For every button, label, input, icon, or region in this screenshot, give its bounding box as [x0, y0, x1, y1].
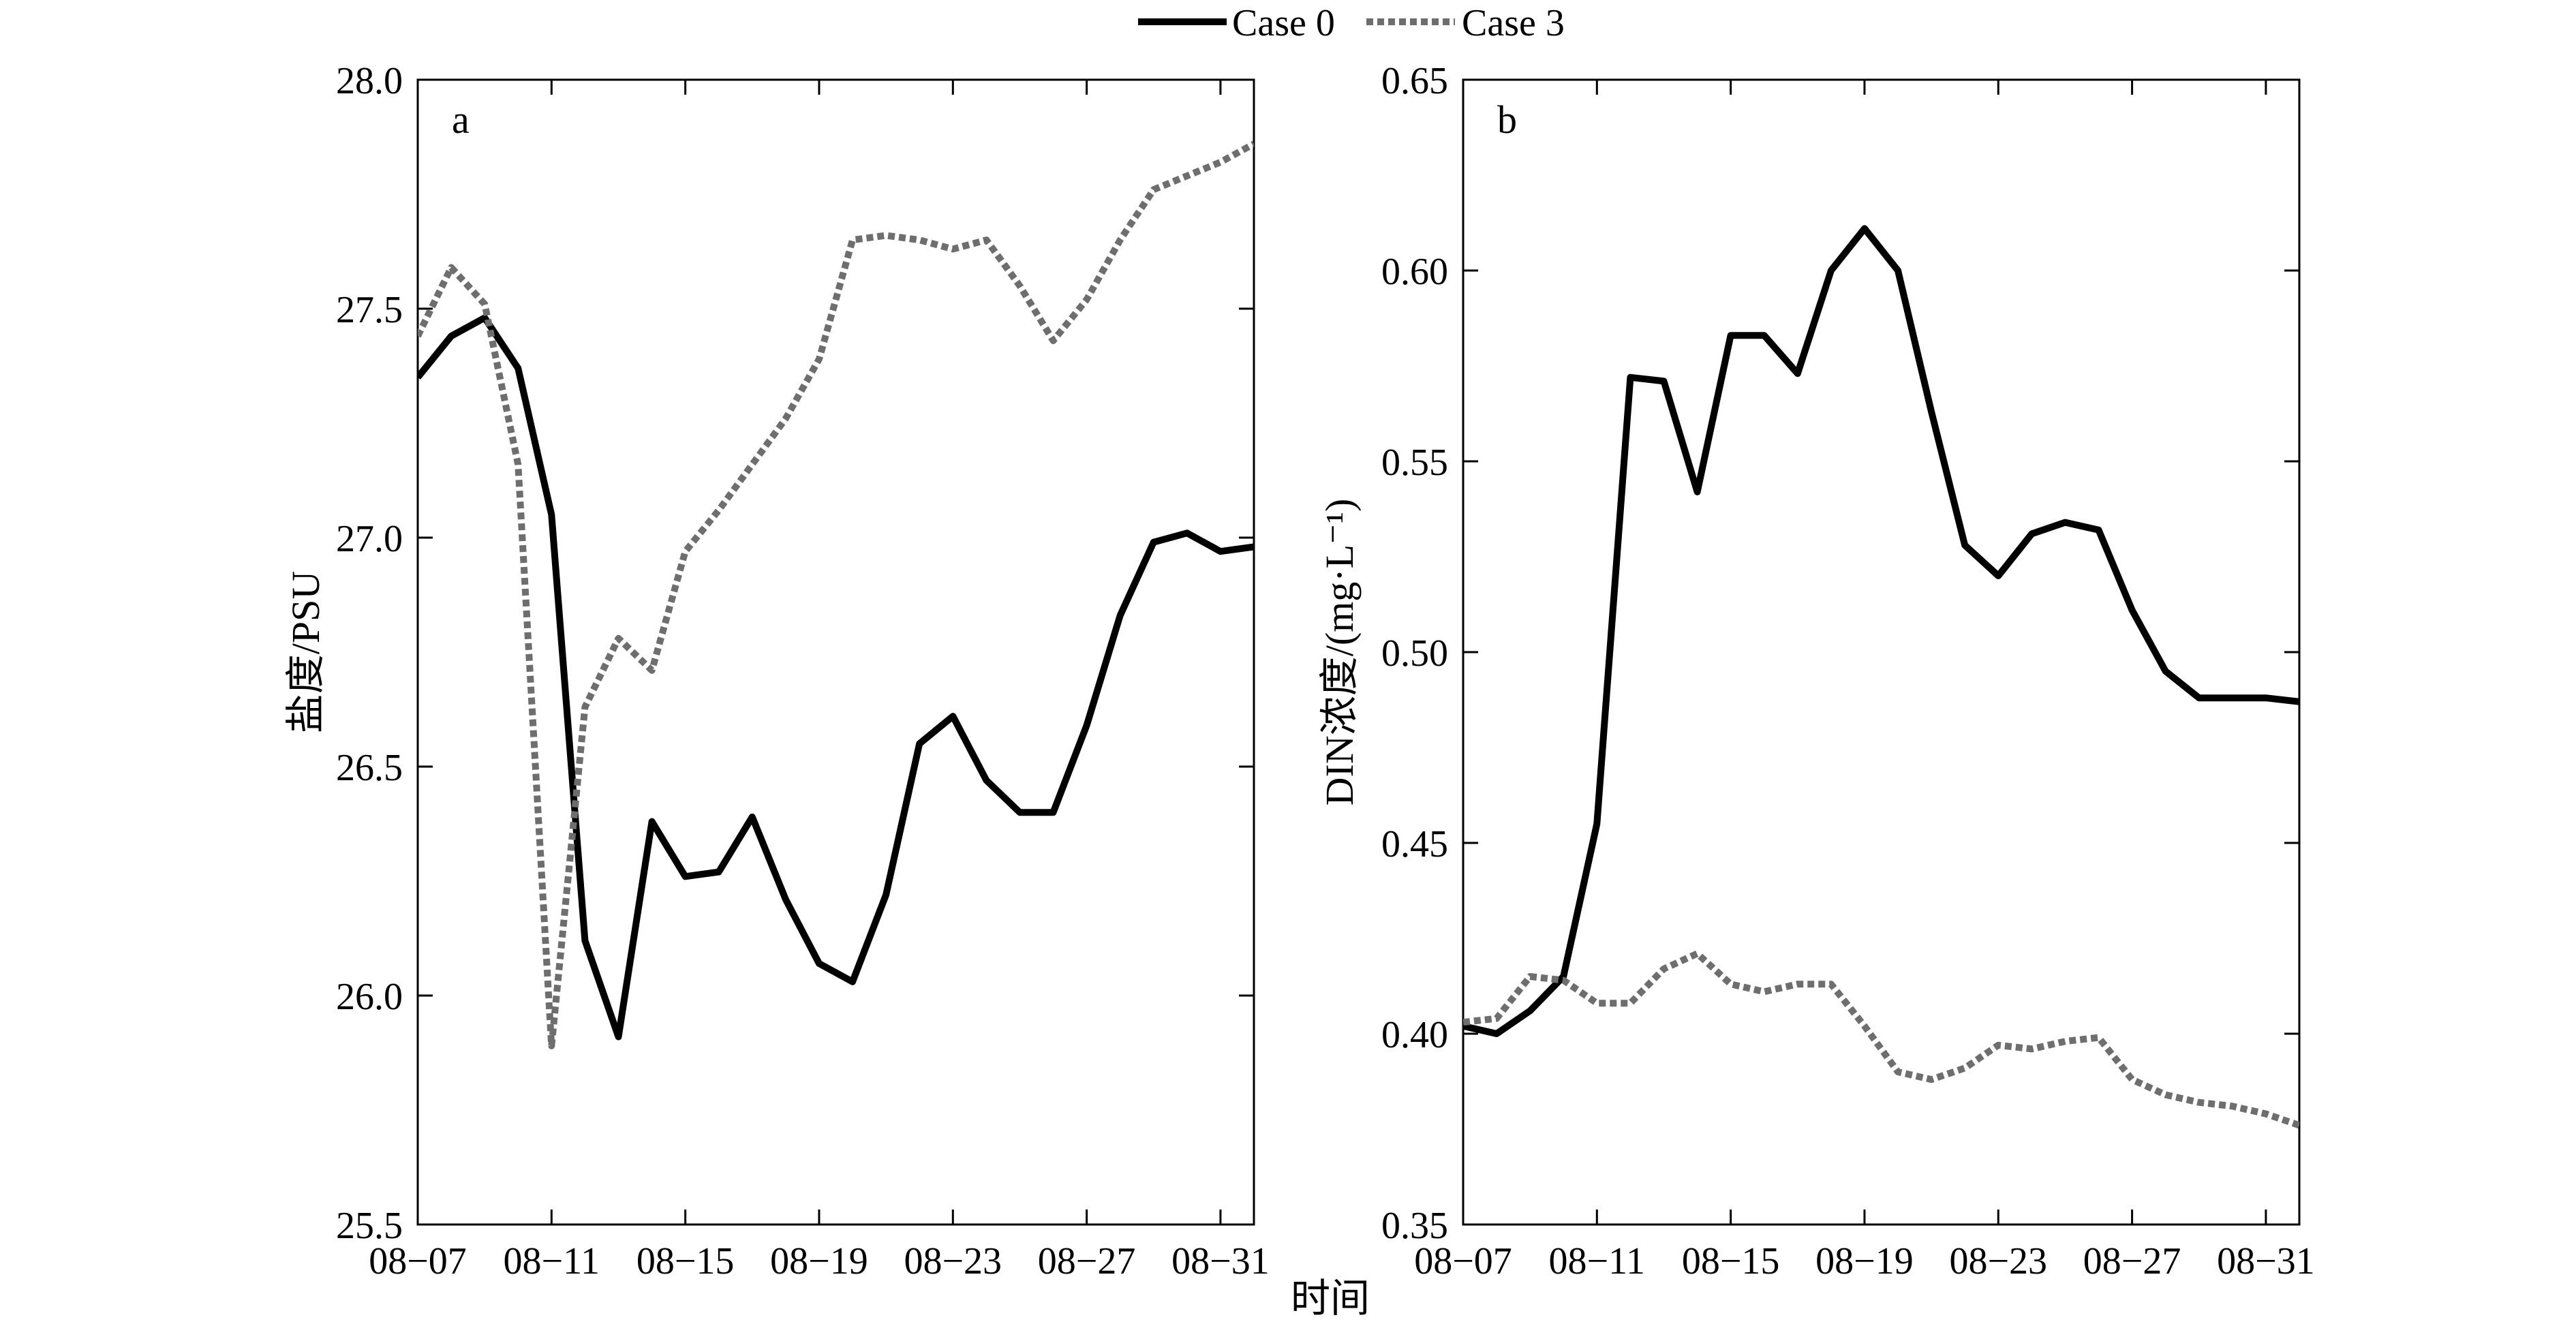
panel-a-x-tick-label: 08−15 — [637, 1240, 735, 1282]
panel-a-x-tick-label: 08−11 — [504, 1240, 600, 1282]
panel-a-y-ticks: 25.5 26.0 26.5 27.0 27.5 28.0 — [336, 60, 1254, 1247]
panel-b-y-ticks: 0.35 0.40 0.45 0.50 0.55 0.60 0.65 — [1381, 60, 2299, 1247]
panel-b-x-tick-label: 08−23 — [1949, 1240, 2047, 1282]
panel-b-y-axis-title: DIN浓度/(mg·L⁻¹) — [1317, 499, 1362, 806]
panel-a-series-case-3-line — [418, 140, 1254, 1049]
panel-a-x-tick-label: 08−31 — [1171, 1240, 1270, 1282]
legend: Case 0 Case 3 — [1138, 2, 1565, 44]
panel-a-y-tick-label: 26.5 — [336, 747, 403, 789]
x-axis-title: 时间 — [1291, 1276, 1370, 1321]
panel-b-series-case-0-line — [1463, 225, 2299, 1037]
panel-b-series — [1463, 225, 2299, 1129]
panel-a-x-tick-label: 08−07 — [369, 1240, 467, 1282]
panel-b-y-tick-label: 0.55 — [1381, 442, 1448, 484]
panel-b-series-case-3-line — [1463, 950, 2299, 1129]
panel-a-y-tick-label: 25.5 — [336, 1205, 403, 1247]
panel-b-x-tick-label: 08−11 — [1549, 1240, 1646, 1282]
panel-b-y-tick-label: 0.65 — [1381, 60, 1448, 102]
panel-b-x-tick-label: 08−19 — [1815, 1240, 1914, 1282]
panel-a-x-tick-label: 08−23 — [904, 1240, 1002, 1282]
panel-a-x-ticks: 08−07 08−11 08−15 08−19 08−23 08−27 08−31 — [369, 80, 1270, 1282]
panel-b-din: 0.350.400.450.500.550.600.65 08−07 08−11 0… — [1317, 60, 2315, 1282]
panel-b-x-tick-label: 08−15 — [1682, 1240, 1780, 1282]
panel-b-x-tick-label: 08−31 — [2217, 1240, 2315, 1282]
panel-b-y-tick-label: 0.40 — [1381, 1014, 1448, 1056]
panel-a-series-case-0-line — [418, 314, 1254, 1041]
panel-a-y-tick-label: 26.0 — [336, 976, 403, 1018]
panel-a-y-axis-title: 盐度/PSU — [283, 571, 328, 734]
panel-a-axes-box — [416, 78, 1255, 1226]
panel-b-x-ticks: 08−07 08−11 08−15 08−19 08−23 08−27 08−31 — [1414, 80, 2315, 1282]
panel-b-y-tick-label: 0.50 — [1381, 632, 1448, 675]
panel-a-series — [418, 140, 1254, 1049]
panel-a-letter: a — [452, 97, 470, 142]
legend-label-case-3: Case 3 — [1462, 2, 1565, 44]
panel-b-y-tick-label: 0.60 — [1381, 251, 1448, 293]
panel-a-salinity: 25.5 26.0 26.5 27.0 27.5 28.0 08−07 08−11 08−15… — [283, 60, 1270, 1282]
panel-a-y-tick-label: 28.0 — [336, 60, 403, 102]
panel-a-x-tick-label: 08−27 — [1038, 1240, 1136, 1282]
panel-b-x-tick-label: 08−27 — [2083, 1240, 2181, 1282]
panel-b-x-tick-label: 08−07 — [1414, 1240, 1512, 1282]
legend-label-case-0: Case 0 — [1232, 2, 1335, 44]
panel-a-y-tick-label: 27.5 — [336, 289, 403, 331]
panel-a-x-tick-label: 08−19 — [770, 1240, 868, 1282]
panel-b-letter: b — [1497, 97, 1517, 142]
panel-b-y-tick-label: 0.35 — [1381, 1205, 1448, 1247]
panel-a-y-tick-label: 27.0 — [336, 518, 403, 560]
panel-b-y-tick-label: 0.45 — [1381, 823, 1448, 865]
